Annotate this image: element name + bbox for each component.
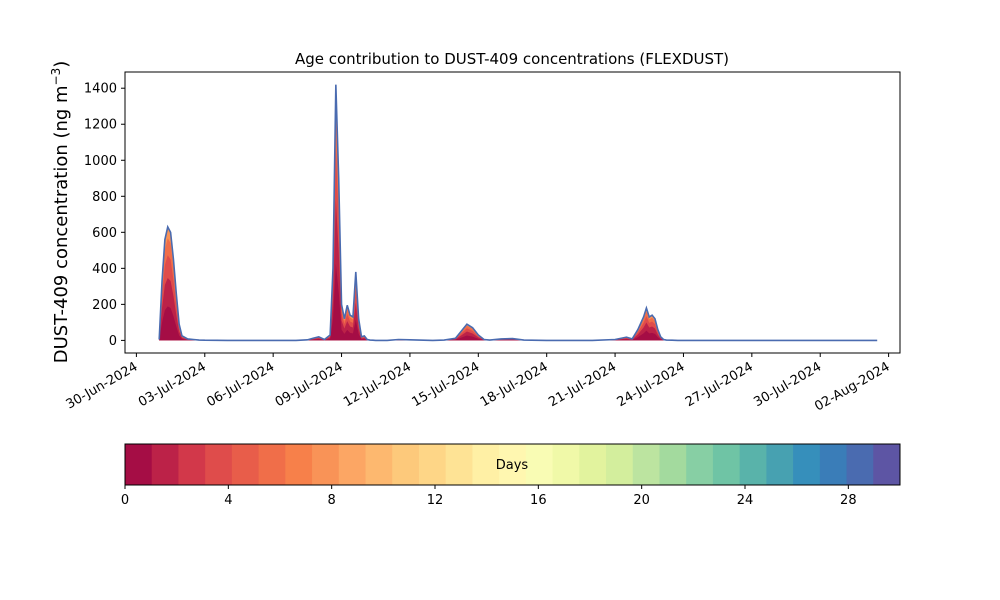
colorbar-cell: [525, 444, 554, 485]
colorbar-tick-label: 16: [530, 493, 547, 508]
y-tick-label: 0: [109, 334, 117, 349]
colorbar-ticks: 0 4 8 12 16 20 24 28: [121, 485, 857, 508]
y-tick-label: 1400: [84, 82, 117, 97]
age-layer-area: [159, 148, 878, 341]
colorbar-cell: [445, 444, 473, 485]
colorbar-cell: [552, 444, 580, 485]
colorbar-cell: [819, 444, 848, 485]
y-tick-label: 800: [92, 190, 117, 205]
colorbar-cell: [846, 444, 874, 485]
x-tick-label: 12-Jul-2024: [341, 359, 414, 410]
x-tick-label: 27-Jul-2024: [683, 359, 756, 410]
y-tick-label: 1200: [84, 118, 117, 133]
age-layer-area: [159, 199, 878, 341]
colorbar-cell: [632, 444, 660, 485]
y-axis-label-text: DUST-409 concentration (ng m: [51, 85, 72, 363]
colorbar-tick-label: 20: [633, 493, 650, 508]
colorbar-cell: [151, 444, 179, 485]
x-tick-label: 06-Jul-2024: [204, 359, 277, 410]
colorbar-cell: [338, 444, 367, 485]
x-tick-label: 21-Jul-2024: [546, 359, 619, 410]
colorbar-tick-label: 12: [427, 493, 444, 508]
colorbar-cell: [231, 444, 260, 485]
x-tick-label: 18-Jul-2024: [478, 359, 551, 410]
colorbar-cell: [125, 444, 153, 485]
colorbar-cell: [793, 444, 821, 485]
colorbar-tick-label: 24: [737, 493, 754, 508]
plot-area: 0 200 400 600 800 1000 1200 1400 30-Jun-202403-…: [64, 71, 901, 415]
colorbar-cell: [178, 444, 206, 485]
y-axis-ticks: 0 200 400 600 800 1000 1200 1400: [84, 82, 125, 349]
y-tick-label: 400: [92, 262, 117, 277]
x-tick-label: 09-Jul-2024: [273, 359, 346, 410]
y-tick-label: 1000: [84, 154, 117, 169]
colorbar-cell: [766, 444, 794, 485]
colorbar-cell: [312, 444, 340, 485]
colorbar-tick-label: 0: [121, 493, 129, 508]
y-axis-label: DUST-409 concentration (ng m−3): [49, 61, 72, 364]
age-layer-area: [159, 84, 878, 341]
y-tick-label: 600: [92, 226, 117, 241]
colorbar-cell: [499, 444, 527, 485]
y-axis-label-close: ): [51, 61, 72, 68]
y-axis-label-unit: −3: [49, 68, 63, 86]
colorbar-frame: [124, 443, 901, 486]
colorbar-cell: [739, 444, 767, 485]
x-tick-label: 03-Jul-2024: [136, 359, 209, 410]
colorbar-cell: [686, 444, 714, 485]
colorbar-cell: [365, 444, 393, 485]
chart-title: Age contribution to DUST-409 concentrati…: [295, 50, 729, 68]
plot-frame: [124, 71, 901, 354]
x-axis-ticks: 30-Jun-202403-Jul-202406-Jul-202409-Jul-…: [64, 353, 893, 415]
colorbar-cell: [579, 444, 607, 485]
age-layer-area: [159, 263, 878, 341]
colorbar-cell: [205, 444, 233, 485]
total-concentration-line: [158, 84, 878, 342]
colorbar-cell: [418, 444, 447, 485]
colorbar-cell: [258, 444, 286, 485]
x-tick-label: 30-Jun-2024: [64, 359, 141, 412]
colorbar-label: Days: [496, 458, 529, 473]
svg-text:DUST-409 concentration (ng m−3: DUST-409 concentration (ng m−3): [49, 61, 72, 364]
age-contribution-areas: [159, 84, 878, 341]
colorbar-cell: [606, 444, 634, 485]
colorbar: Days 0 4 8 12 16 20 24 28: [121, 443, 901, 508]
colorbar-tick-label: 28: [840, 493, 857, 508]
colorbar-cell: [392, 444, 420, 485]
colorbar-cell: [712, 444, 741, 485]
x-tick-label: 15-Jul-2024: [409, 359, 482, 410]
x-tick-label: 02-Aug-2024: [812, 359, 892, 414]
colorbar-cell: [472, 444, 500, 485]
y-tick-label: 200: [92, 298, 117, 313]
colorbar-cell: [659, 444, 687, 485]
age-layer-area: [159, 110, 878, 341]
colorbar-cell: [285, 444, 313, 485]
colorbar-cell: [873, 444, 901, 485]
x-tick-label: 24-Jul-2024: [615, 359, 688, 410]
colorbar-tick-label: 8: [328, 493, 336, 508]
colorbar-tick-label: 4: [224, 493, 232, 508]
colorbar-cells: [125, 444, 901, 485]
